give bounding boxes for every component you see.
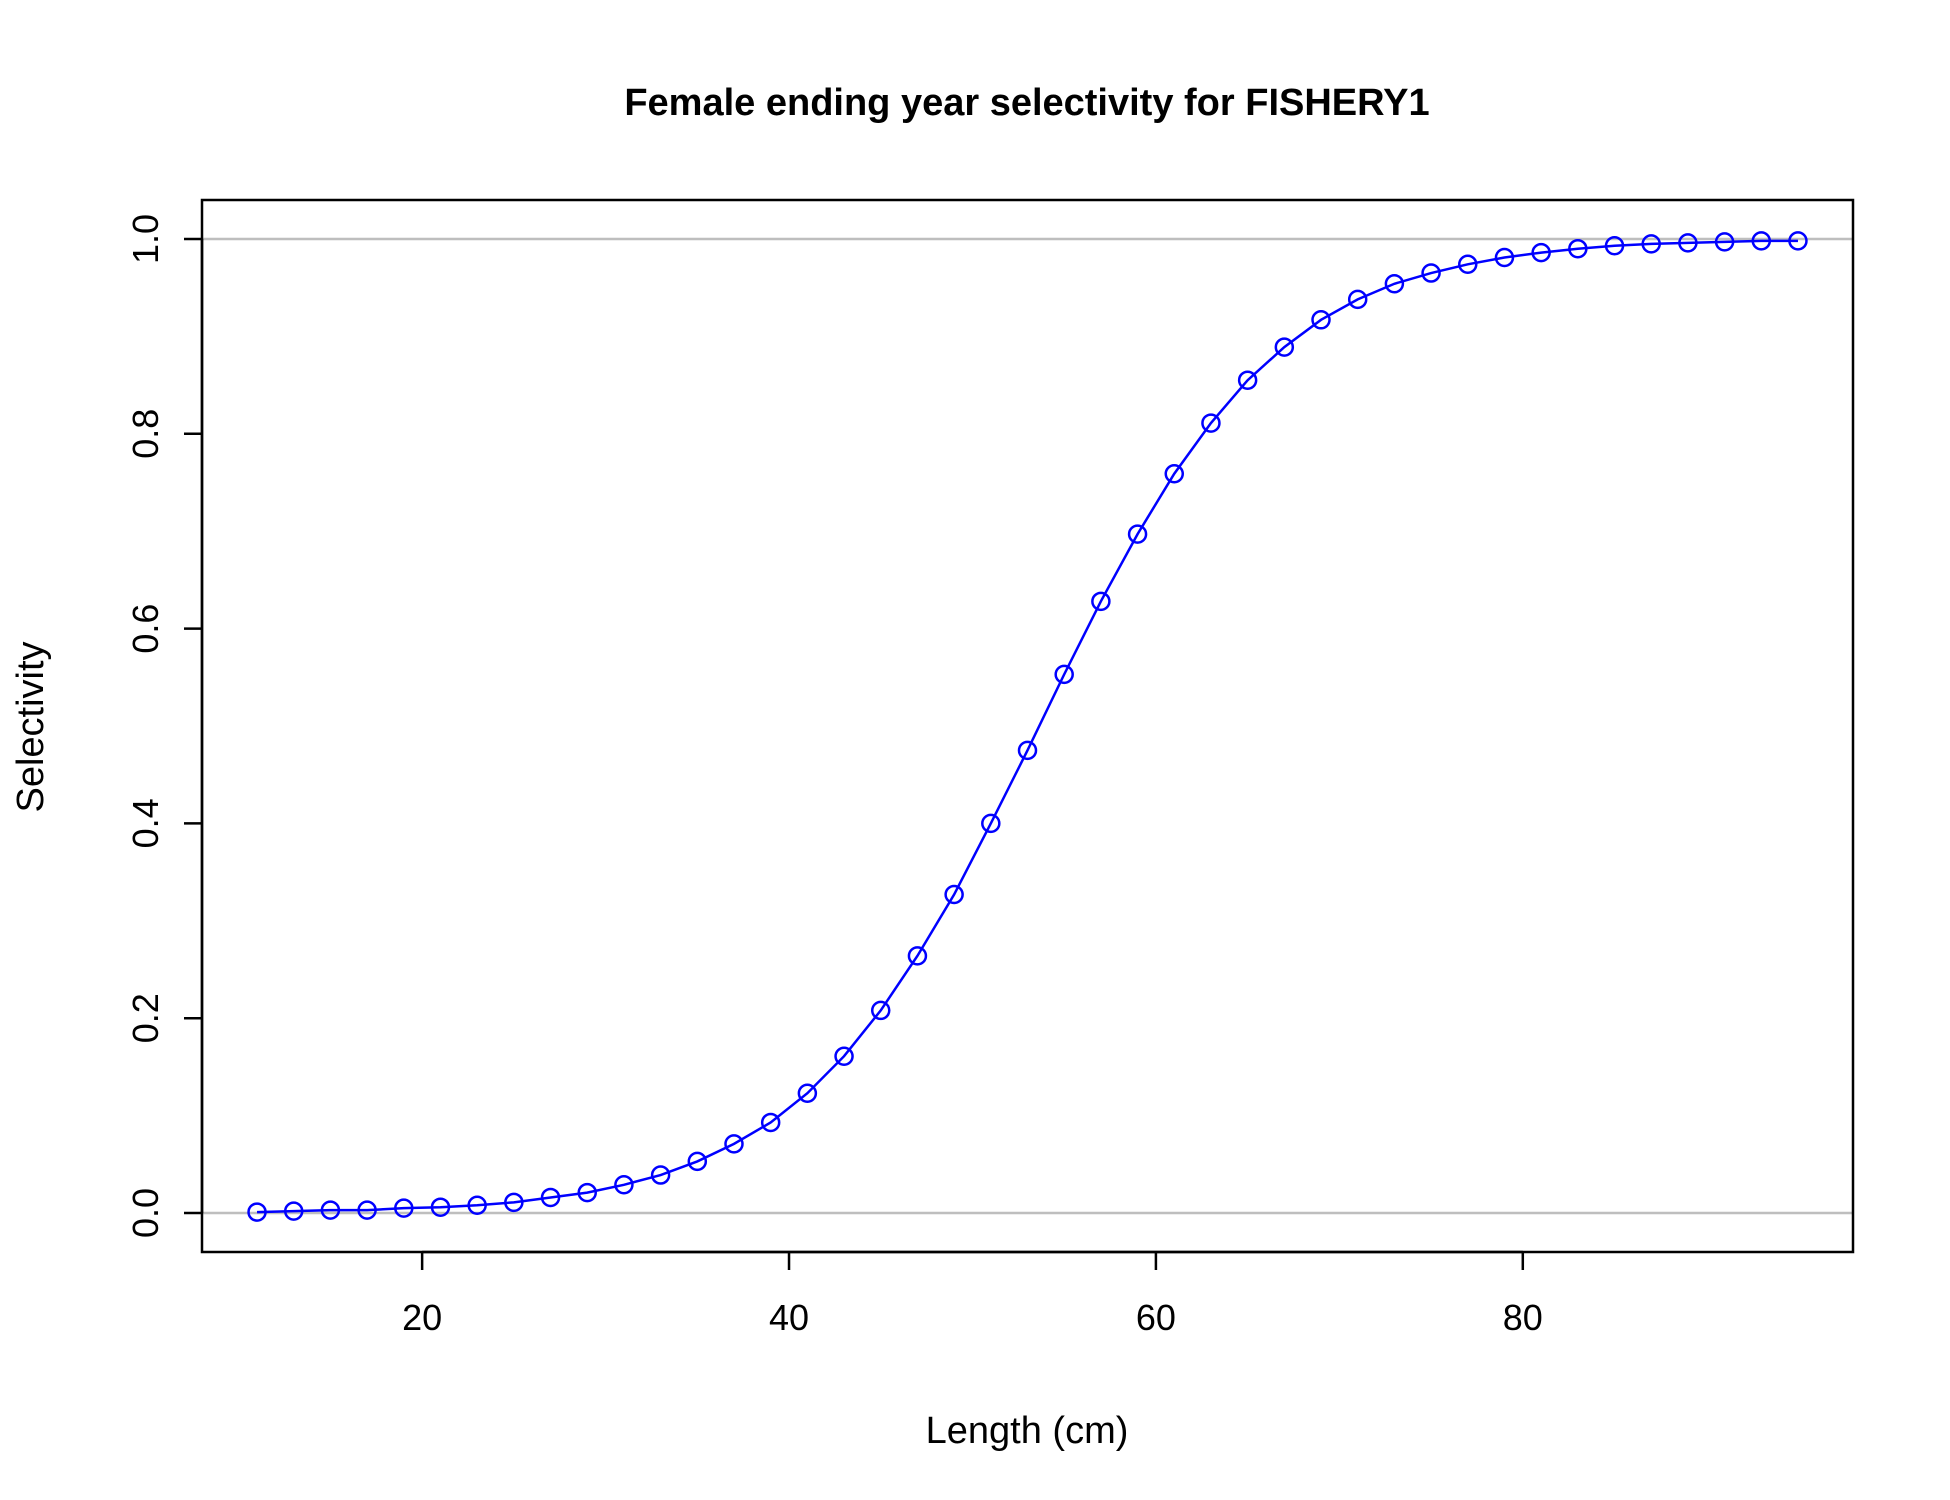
data-point (357, 1200, 377, 1220)
data-point (650, 1165, 671, 1185)
data-point (1641, 234, 1661, 254)
y-tick-label: 0.4 (125, 798, 166, 848)
data-point (981, 813, 1001, 834)
data-point (1751, 231, 1772, 251)
data-point (1054, 664, 1074, 685)
data-point (1127, 524, 1148, 544)
data-point (1421, 263, 1441, 283)
y-tick-label: 1.0 (125, 214, 166, 264)
data-point (430, 1197, 451, 1217)
data-point (1714, 232, 1735, 252)
y-tick-label: 0.0 (125, 1188, 166, 1238)
data-point (1494, 247, 1515, 268)
data-point (1017, 740, 1038, 761)
data-point (1311, 310, 1331, 330)
data-point (907, 946, 928, 966)
series-line (257, 239, 1798, 1214)
data-point (1458, 254, 1478, 275)
data-point (504, 1192, 524, 1213)
data-point (1568, 238, 1588, 259)
y-axis: 0.0 0.2 0.4 0.6 0.8 1.0 (125, 214, 204, 1238)
data-point (834, 1046, 854, 1066)
data-point (1604, 236, 1625, 256)
data-point (1091, 591, 1111, 612)
x-tick-label: 60 (1136, 1297, 1176, 1338)
data-point (687, 1151, 708, 1172)
data-point (797, 1083, 818, 1103)
data-point (1201, 413, 1221, 433)
x-tick-label: 20 (402, 1297, 442, 1338)
data-point (1384, 274, 1405, 294)
reference-lines (202, 237, 1853, 1215)
data-point (394, 1198, 414, 1218)
x-tick-label: 40 (769, 1297, 809, 1338)
y-tick-label: 0.8 (125, 409, 166, 459)
plot-frame (200, 198, 1855, 1254)
data-point (1274, 337, 1295, 357)
y-axis-label: Selectivity (10, 641, 52, 812)
data-point (320, 1200, 341, 1220)
data-point (1347, 289, 1368, 310)
data-point (1531, 242, 1551, 263)
data-point (760, 1112, 781, 1133)
x-tick-label: 80 (1503, 1297, 1543, 1338)
x-axis: 20 40 60 80 (402, 1250, 1543, 1338)
data-point (540, 1187, 561, 1208)
data-point (1788, 231, 1808, 251)
data-point (1237, 370, 1258, 390)
data-point (467, 1195, 487, 1215)
data-point (1678, 233, 1698, 253)
chart-title: Female ending year selectivity for FISHE… (624, 82, 1429, 124)
data-point (944, 884, 964, 905)
data-point (870, 1000, 891, 1021)
data-point (724, 1134, 744, 1154)
data-point (577, 1182, 597, 1203)
data-point (247, 1202, 267, 1222)
y-tick-label: 0.6 (125, 604, 166, 654)
data-point (283, 1201, 304, 1221)
data-series (247, 231, 1808, 1222)
data-point (614, 1175, 634, 1195)
data-point (1164, 463, 1185, 484)
x-axis-label: Length (cm) (926, 1410, 1129, 1452)
y-tick-label: 0.2 (125, 993, 166, 1043)
